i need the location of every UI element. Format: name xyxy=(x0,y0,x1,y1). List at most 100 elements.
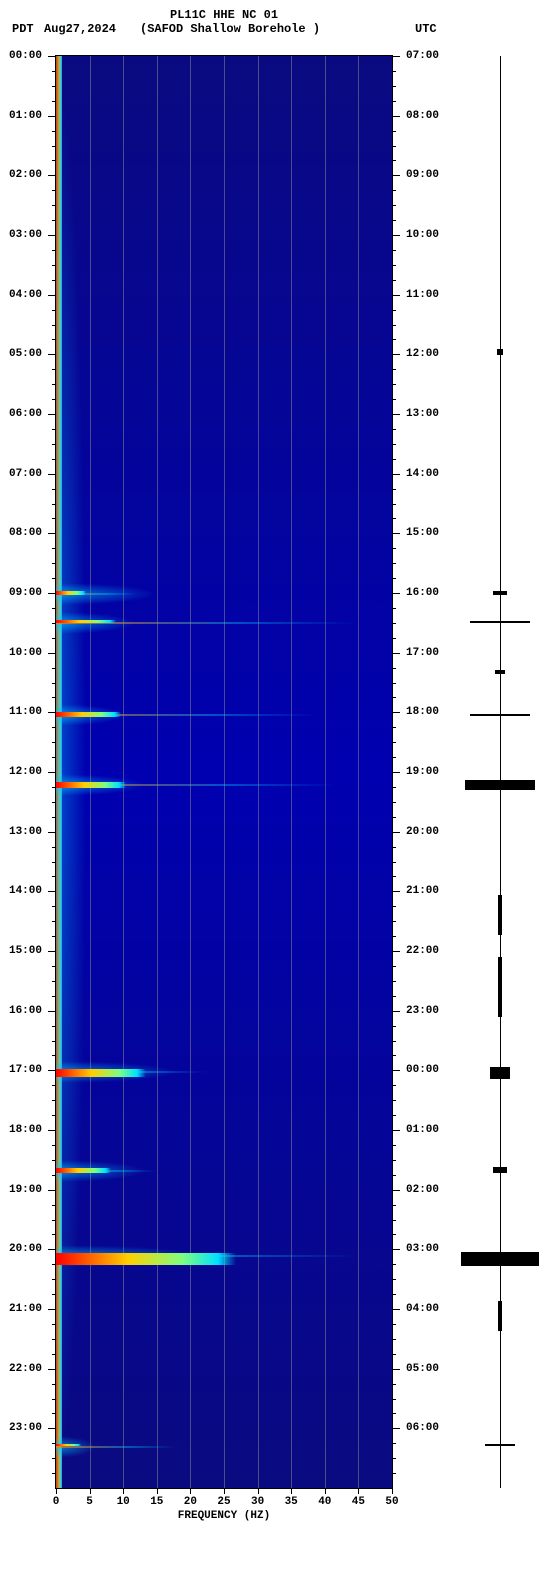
low-freq-noise xyxy=(56,56,86,1488)
ytick-major xyxy=(48,1130,56,1131)
ytick-minor xyxy=(392,369,396,370)
ytick-minor xyxy=(52,1324,56,1325)
ytick-major xyxy=(392,891,400,892)
ytick-right-label: 09:00 xyxy=(406,169,439,181)
trace-centerline xyxy=(500,56,501,1488)
ytick-right-label: 20:00 xyxy=(406,826,439,838)
ytick-minor xyxy=(392,1055,396,1056)
ytick-minor xyxy=(52,1473,56,1474)
ytick-minor xyxy=(392,906,396,907)
trace-spike xyxy=(465,780,535,790)
ytick-minor xyxy=(392,205,396,206)
ytick-minor xyxy=(52,190,56,191)
ytick-left-label: 05:00 xyxy=(9,348,42,360)
ytick-minor xyxy=(392,518,396,519)
ytick-minor xyxy=(392,608,396,609)
ytick-major xyxy=(392,1428,400,1429)
ytick-major xyxy=(48,1428,56,1429)
ytick-minor xyxy=(52,727,56,728)
gridline-v xyxy=(258,56,259,1488)
ytick-minor xyxy=(392,1324,396,1325)
ytick-right-label: 15:00 xyxy=(406,527,439,539)
ytick-minor xyxy=(392,1294,396,1295)
ytick-right-label: 18:00 xyxy=(406,706,439,718)
ytick-minor xyxy=(52,131,56,132)
ytick-minor xyxy=(52,1264,56,1265)
ytick-minor xyxy=(392,548,396,549)
ytick-major xyxy=(48,1070,56,1071)
xtick-label: 20 xyxy=(184,1496,197,1508)
ytick-minor xyxy=(52,996,56,997)
ytick-major xyxy=(48,116,56,117)
ytick-minor xyxy=(392,146,396,147)
xtick-label: 15 xyxy=(150,1496,163,1508)
xtick-label: 0 xyxy=(53,1496,60,1508)
ytick-minor xyxy=(392,1041,396,1042)
ytick-major xyxy=(392,832,400,833)
trace-spike xyxy=(485,1444,515,1446)
ytick-major xyxy=(392,1070,400,1071)
ytick-minor xyxy=(52,1413,56,1414)
ytick-minor xyxy=(392,265,396,266)
ytick-minor xyxy=(52,160,56,161)
ytick-minor xyxy=(52,608,56,609)
ytick-right-label: 00:00 xyxy=(406,1064,439,1076)
ytick-minor xyxy=(52,862,56,863)
ytick-minor xyxy=(392,444,396,445)
ytick-minor xyxy=(52,1443,56,1444)
ytick-major xyxy=(48,653,56,654)
gridline-v xyxy=(123,56,124,1488)
ytick-minor xyxy=(52,339,56,340)
ytick-right-label: 17:00 xyxy=(406,647,439,659)
ytick-left-label: 08:00 xyxy=(9,527,42,539)
ytick-major xyxy=(392,1190,400,1191)
ytick-minor xyxy=(52,325,56,326)
x-axis-frequency: FREQUENCY (HZ) 05101520253035404550 xyxy=(56,1488,392,1528)
ytick-minor xyxy=(52,1041,56,1042)
ytick-minor xyxy=(392,310,396,311)
ytick-minor xyxy=(52,1026,56,1027)
ytick-minor xyxy=(392,862,396,863)
ytick-minor xyxy=(392,817,396,818)
ytick-minor xyxy=(392,1279,396,1280)
ytick-major xyxy=(392,1249,400,1250)
ytick-minor xyxy=(52,578,56,579)
ytick-minor xyxy=(52,250,56,251)
ytick-minor xyxy=(392,190,396,191)
ytick-minor xyxy=(52,1458,56,1459)
gridline-v xyxy=(325,56,326,1488)
ytick-major xyxy=(392,56,400,57)
ytick-major xyxy=(48,832,56,833)
ytick-minor xyxy=(392,1458,396,1459)
ytick-minor xyxy=(392,847,396,848)
ytick-minor xyxy=(52,71,56,72)
xtick xyxy=(291,1488,292,1494)
ytick-left-label: 11:00 xyxy=(9,706,42,718)
ytick-left-label: 12:00 xyxy=(9,766,42,778)
ytick-major xyxy=(48,354,56,355)
ytick-minor xyxy=(52,384,56,385)
xtick-label: 35 xyxy=(285,1496,298,1508)
ytick-minor xyxy=(392,683,396,684)
xtick-label: 5 xyxy=(86,1496,93,1508)
trace-spike xyxy=(498,957,502,1017)
xtick xyxy=(258,1488,259,1494)
ytick-minor xyxy=(52,817,56,818)
ytick-left-label: 02:00 xyxy=(9,169,42,181)
trace-spike xyxy=(461,1252,539,1266)
ytick-minor xyxy=(392,1443,396,1444)
xtick xyxy=(90,1488,91,1494)
ytick-left-label: 06:00 xyxy=(9,408,42,420)
gridline-v xyxy=(291,56,292,1488)
ytick-minor xyxy=(52,1175,56,1176)
ytick-left-label: 23:00 xyxy=(9,1422,42,1434)
ytick-minor xyxy=(392,1220,396,1221)
ytick-minor xyxy=(392,966,396,967)
ytick-minor xyxy=(392,1264,396,1265)
ytick-major xyxy=(392,116,400,117)
ytick-minor xyxy=(52,146,56,147)
ytick-left-label: 04:00 xyxy=(9,289,42,301)
ytick-minor xyxy=(52,683,56,684)
ytick-minor xyxy=(52,638,56,639)
ytick-minor xyxy=(392,876,396,877)
